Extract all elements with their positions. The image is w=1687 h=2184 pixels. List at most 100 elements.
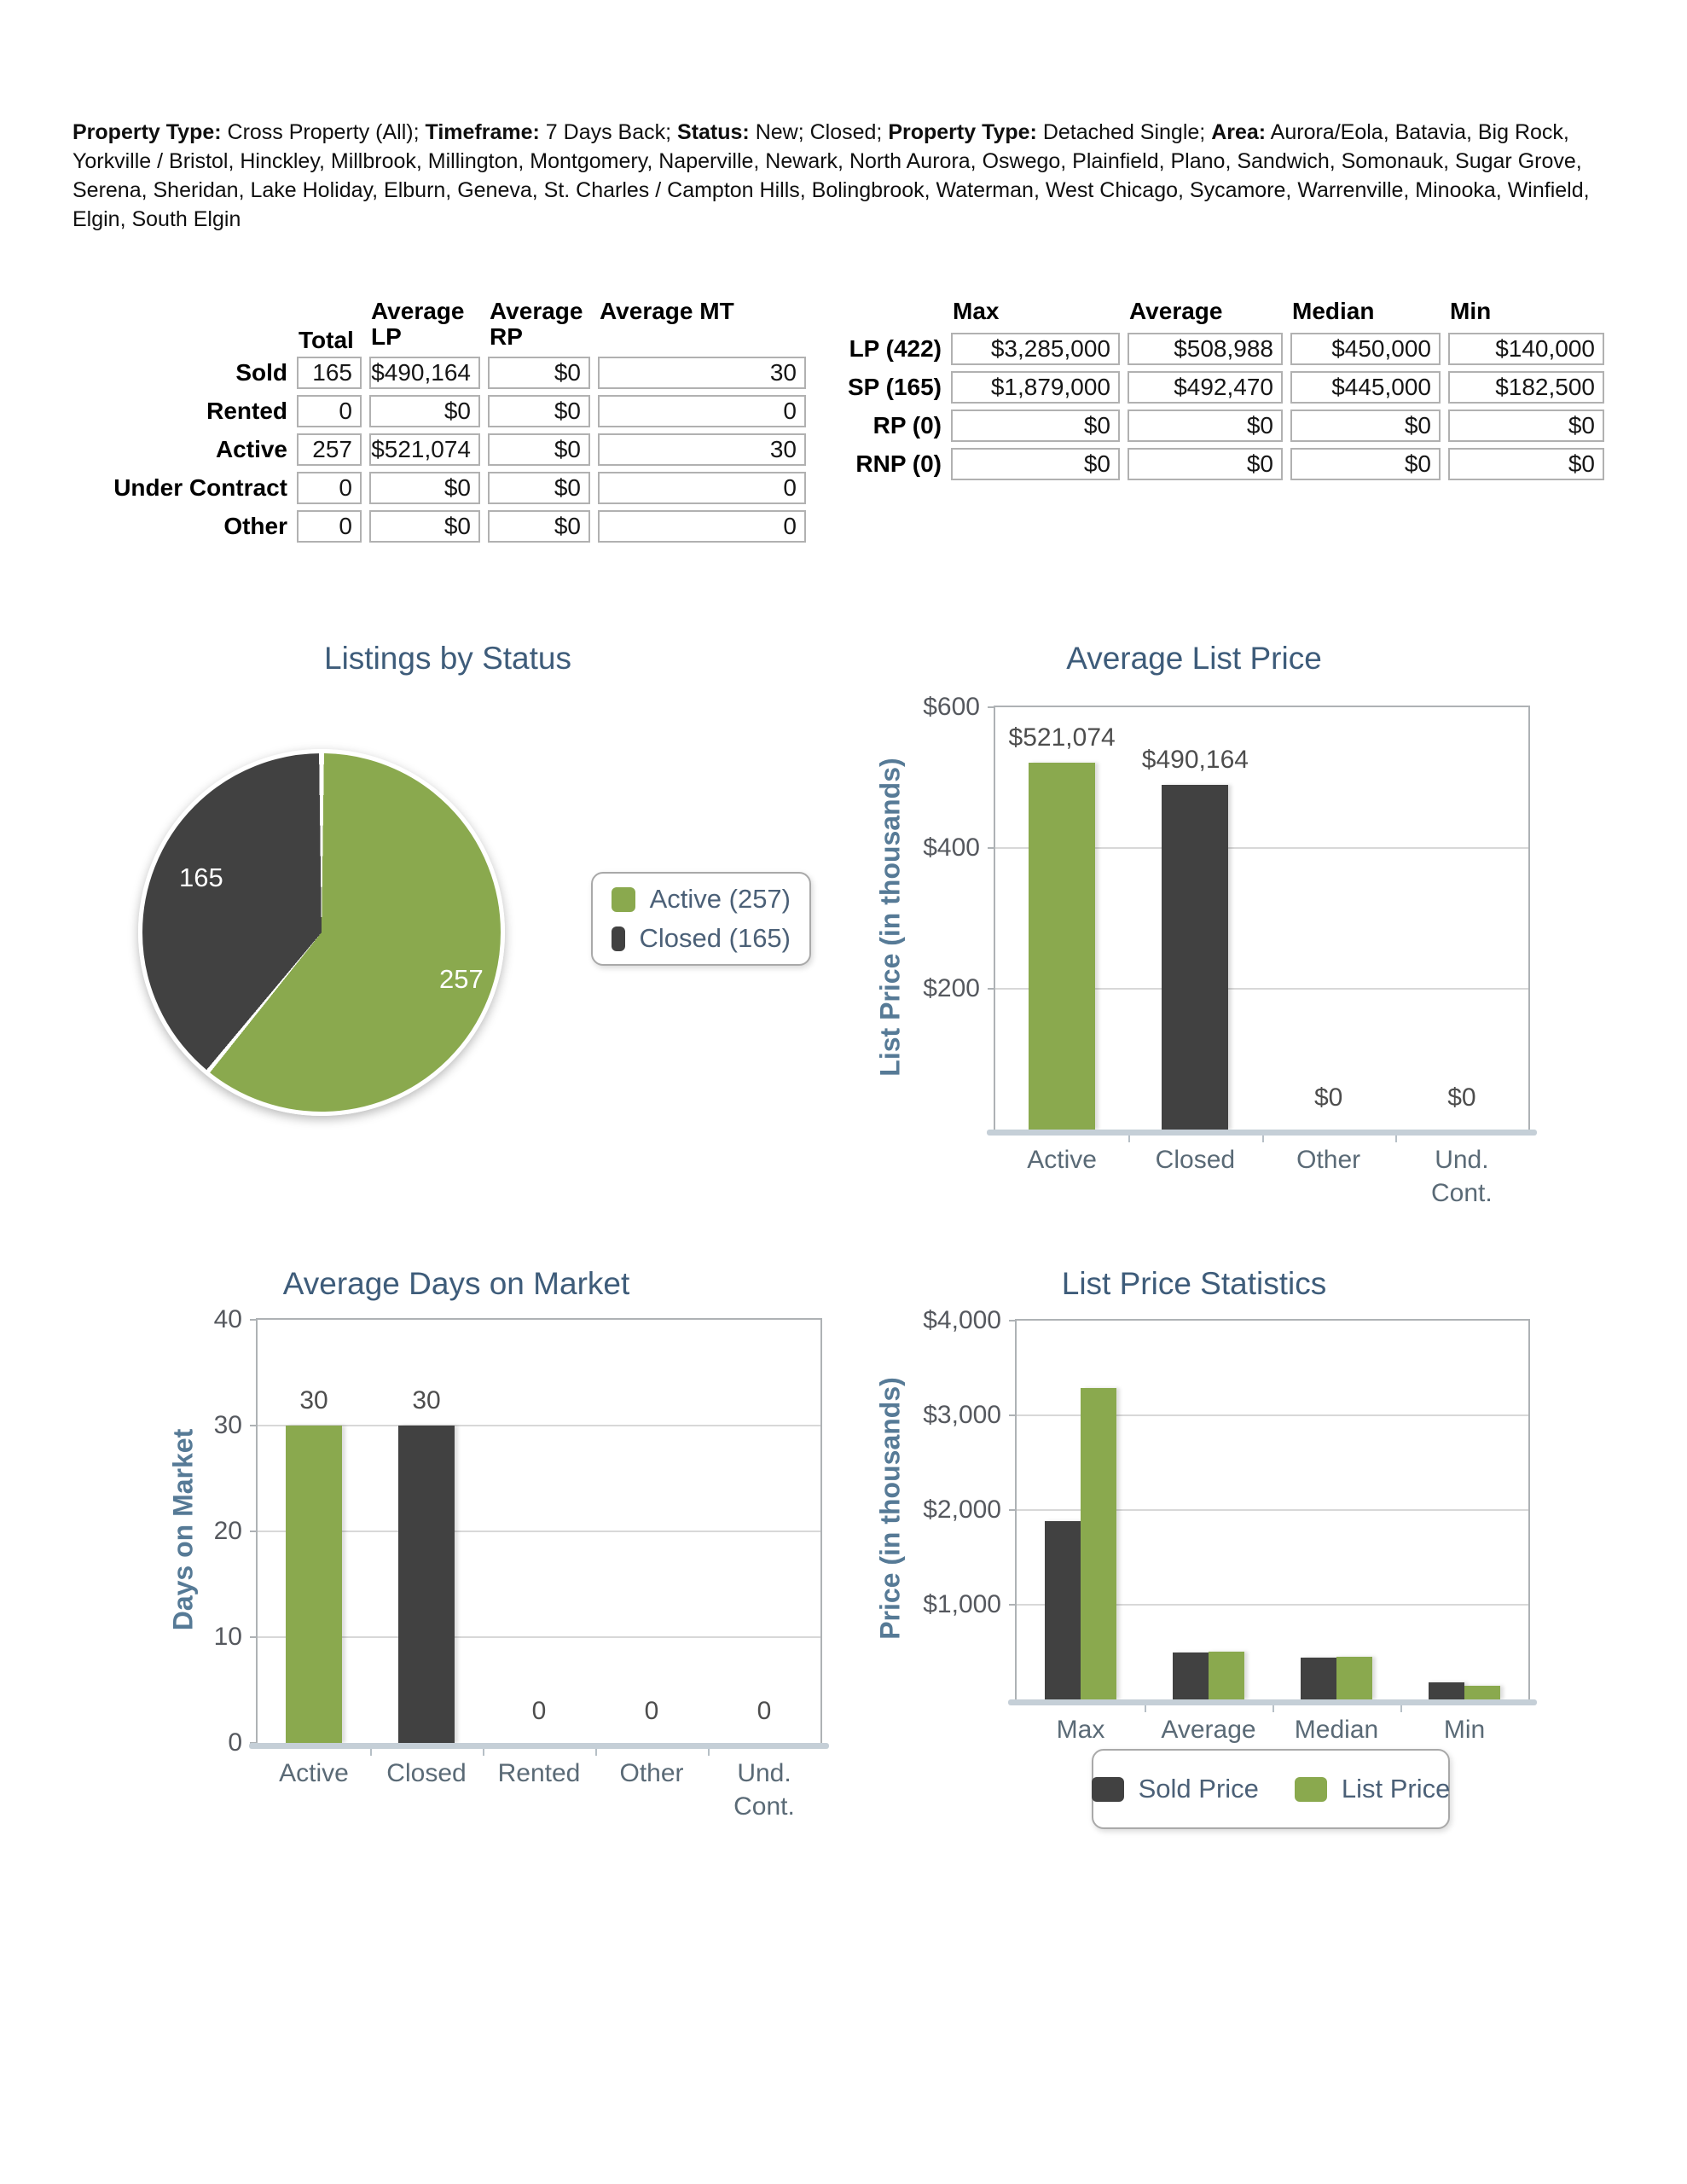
table-row-label: Sold (235, 359, 287, 386)
bar-value-label: 30 (299, 1386, 328, 1414)
legend-items: Sold Price List Price (1091, 1751, 1451, 1827)
y-tick-label: 10 (213, 1623, 242, 1651)
legend-items: Active (257) Closed (165) (593, 874, 809, 964)
criteria-value: Aurora/Eola, Batavia, Big Rock, Yorkvill… (72, 120, 1590, 231)
criteria-label: Status: (677, 120, 750, 144)
y-tick-mark (1009, 1509, 1017, 1511)
x-category-label: Average (1161, 1716, 1256, 1744)
bar-value-label: $0 (1313, 1083, 1343, 1112)
table-cell: 0 (598, 510, 806, 543)
table-cell: $0 (488, 510, 590, 543)
y-tick-mark (988, 847, 995, 849)
x-category-label: Closed (386, 1759, 467, 1787)
table-row-label: RP (0) (872, 412, 942, 439)
table-column-header: Median (1292, 298, 1375, 324)
legend-label: Active (257) (649, 884, 791, 914)
bar-value-label: $521,074 (1008, 723, 1116, 752)
y-tick-mark (1009, 1320, 1017, 1321)
x-tick-mark (595, 1745, 597, 1756)
table-row-label: Under Contract (113, 474, 287, 501)
axis-baseline (987, 1130, 1537, 1136)
chart-average-days-on-market: Average Days on Market Days on Market 40 30… (72, 1261, 840, 1943)
y-tick-label: 0 (228, 1728, 242, 1757)
legend-item: Sold Price (1091, 1774, 1259, 1804)
legend-label: List Price (1341, 1774, 1451, 1804)
table-cell: $3,285,000 (951, 333, 1120, 365)
legend-label: Closed (165) (639, 923, 791, 953)
gridline (995, 988, 1528, 990)
bar (1173, 1653, 1209, 1699)
table-cell: 257 (297, 433, 362, 466)
gridline (1017, 1509, 1528, 1511)
criteria-value: Detached Single; (1036, 120, 1212, 144)
x-tick-mark (370, 1745, 372, 1756)
table-column-header: Max (953, 298, 1000, 324)
table-column-header: Average LP (371, 298, 465, 350)
legend-swatch (1294, 1776, 1327, 1802)
bar (1301, 1657, 1336, 1699)
x-tick-mark (1400, 1701, 1402, 1712)
table-row-label: RNP (0) (855, 450, 942, 477)
criteria-value: New; Closed; (749, 120, 889, 144)
x-category-label: Active (1027, 1146, 1097, 1174)
y-tick-mark (988, 988, 995, 990)
table-cell: 0 (297, 395, 362, 427)
table-cell: 0 (297, 510, 362, 543)
table-row-label: LP (422) (849, 335, 942, 362)
chart-title: Average Days on Market (282, 1266, 630, 1301)
y-tick-mark (988, 706, 995, 708)
table-row-label: Active (215, 436, 287, 462)
bar (1429, 1682, 1464, 1699)
table-row-label: Rented (206, 398, 287, 424)
table-cell: $508,988 (1128, 333, 1283, 365)
x-tick-mark (1394, 1131, 1397, 1142)
table-cell: 30 (598, 433, 806, 466)
plot-area (256, 1318, 822, 1745)
y-tick-label: $600 (923, 693, 980, 721)
chart-list-price-statistics: List Price Statistics Price (in thousands… (853, 1261, 1537, 1960)
x-category-label: Closed (1155, 1146, 1236, 1174)
table-cell: $0 (1290, 448, 1441, 480)
table-column-header: Average RP (490, 298, 583, 350)
bar-value-label: 30 (412, 1386, 441, 1414)
bar (1209, 1651, 1244, 1699)
legend-swatch (612, 886, 635, 912)
y-tick-label: 30 (213, 1411, 242, 1439)
table-cell: $0 (951, 410, 1120, 442)
y-tick-mark (250, 1425, 258, 1426)
chart-title: Average List Price (1066, 641, 1322, 676)
legend-item: Closed (165) (612, 923, 791, 954)
pie-slice-label: 257 (439, 964, 484, 994)
x-category-label: Active (279, 1759, 349, 1787)
table-cell: $0 (951, 448, 1120, 480)
pie-slice-label: 165 (179, 863, 223, 892)
bar (1162, 784, 1229, 1130)
legend-swatch (1091, 1776, 1124, 1802)
y-tick-label: 40 (213, 1305, 242, 1333)
bar (1081, 1388, 1116, 1699)
legend-item: Active (257) (612, 884, 791, 915)
x-category-label: Other (619, 1759, 684, 1787)
bar (1336, 1657, 1372, 1699)
table-column-header: Average (1129, 298, 1223, 324)
y-tick-label: $400 (923, 834, 980, 862)
axis-baseline (249, 1743, 829, 1749)
criteria-label: Property Type: (888, 120, 1037, 144)
bar (286, 1426, 342, 1743)
bar-value-label: 0 (531, 1697, 547, 1725)
table-cell: $1,879,000 (951, 371, 1120, 404)
table-cell: $521,074 (369, 433, 480, 466)
x-category-label: Median (1294, 1716, 1379, 1744)
chart-title: List Price Statistics (1061, 1266, 1327, 1301)
x-tick-mark (1128, 1131, 1131, 1142)
table-cell: $0 (488, 395, 590, 427)
x-category-label: Und. Cont. (733, 1759, 795, 1821)
y-tick-label: $3,000 (923, 1401, 1001, 1429)
y-tick-mark (250, 1531, 258, 1532)
table-cell: $0 (369, 395, 480, 427)
legend: Sold Price List Price (1091, 1749, 1451, 1829)
x-category-label: Min (1443, 1716, 1486, 1744)
table-cell: $0 (488, 472, 590, 504)
x-category-label: Other (1296, 1146, 1361, 1174)
legend-label: Sold Price (1138, 1774, 1259, 1804)
